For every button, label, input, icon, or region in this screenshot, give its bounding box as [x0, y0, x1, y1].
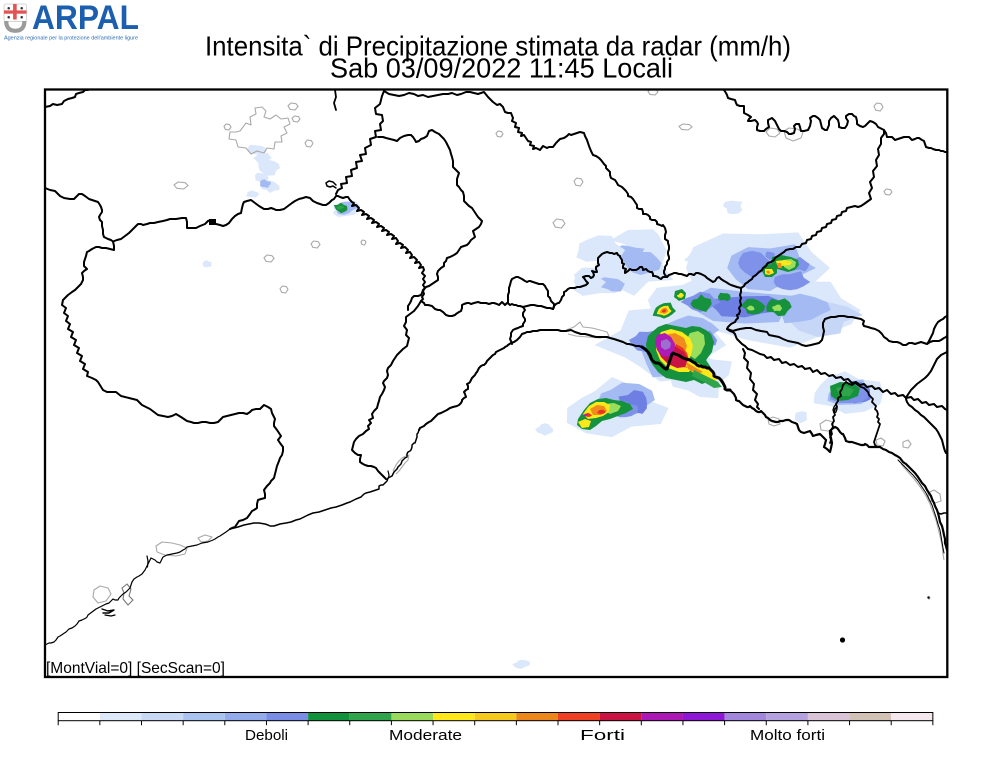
- svg-text:Sab 03/09/2022 11:45 Locali: Sab 03/09/2022 11:45 Locali: [330, 53, 673, 84]
- svg-text:Intensita` di Precipitazione s: Intensita` di Precipitazione stimata da …: [205, 31, 791, 62]
- svg-text:Moderate: Moderate: [389, 727, 462, 744]
- svg-text:Forti: Forti: [580, 727, 625, 744]
- svg-text:[MontVial=0] [SecScan=0]: [MontVial=0] [SecScan=0]: [46, 660, 225, 677]
- svg-text:ARPAL: ARPAL: [32, 0, 139, 37]
- svg-text:Agenzia regionale per la prote: Agenzia regionale per la protezione dell…: [4, 36, 138, 42]
- svg-text:Deboli: Deboli: [245, 727, 288, 744]
- svg-text:Molto forti: Molto forti: [750, 727, 825, 744]
